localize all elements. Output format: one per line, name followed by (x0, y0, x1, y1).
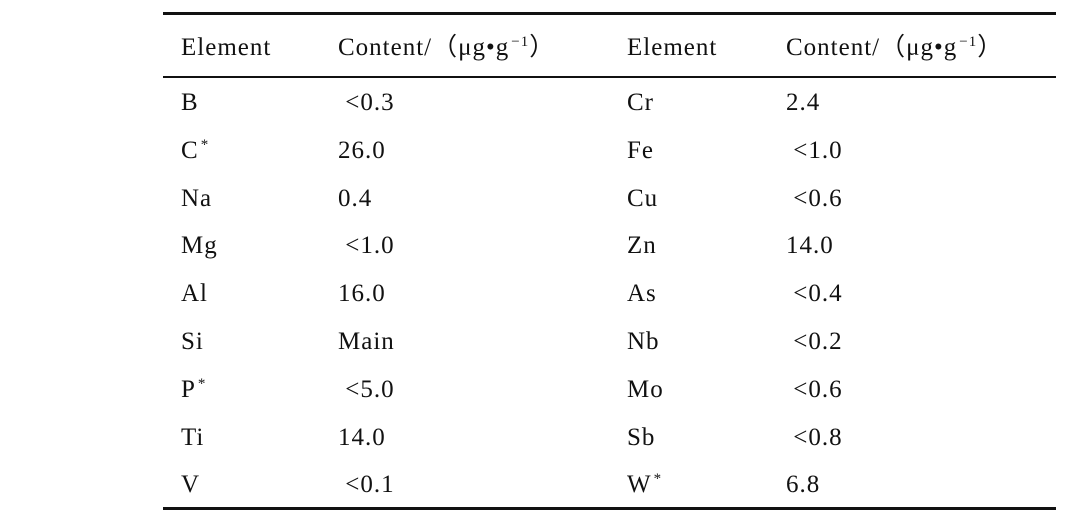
table-cell: Main (338, 328, 395, 355)
table-cell: Sb (627, 423, 656, 451)
top-rule (163, 12, 1056, 15)
header-cell: Element (181, 34, 272, 61)
table-cell: Cu (627, 184, 659, 212)
table-cell: C * (181, 136, 209, 166)
table-cell: Na (181, 184, 213, 212)
table-cell: As (627, 280, 657, 308)
table-cell: <0.6 (786, 184, 843, 212)
table-cell: V (181, 471, 201, 499)
table-cell: W * (627, 470, 662, 500)
table-cell: <0.8 (786, 423, 843, 451)
table-cell: P * (181, 375, 206, 405)
table-cell: <0.3 (338, 89, 395, 116)
table-cell: <0.2 (786, 328, 843, 355)
table-cell: Fe (627, 136, 654, 164)
table-cell: <1.0 (786, 136, 843, 164)
table-cell: 14.0 (338, 423, 386, 451)
table-cell: B (181, 89, 199, 116)
table-cell: <0.4 (786, 280, 843, 308)
table-cell: 2.4 (786, 89, 821, 116)
table-cell: 16.0 (338, 280, 386, 308)
header-cell-text: Content/（μg•g (786, 34, 958, 61)
table-cell: Mo (627, 375, 664, 403)
table-cell: 14.0 (786, 232, 834, 260)
table-cell: <0.6 (786, 375, 843, 403)
header-cell-after: ） (529, 34, 556, 61)
table-cell-sup: * (197, 375, 207, 392)
table-cell: Mg (181, 232, 218, 260)
table-cell: <1.0 (338, 232, 395, 260)
header-cell: Content/（μg•g −1） (338, 33, 555, 63)
table-cell: <5.0 (338, 375, 395, 403)
table-cell: 26.0 (338, 136, 386, 164)
table-cell-sup: * (653, 471, 663, 488)
table-cell: Ti (181, 423, 205, 451)
table-cell-text: C (181, 136, 199, 164)
table-cell-text: P (181, 375, 196, 403)
bottom-rule (163, 507, 1056, 510)
table-cell: 0.4 (338, 184, 373, 212)
header-cell-text: Content/（μg•g (338, 34, 510, 61)
table-cell-sup: * (200, 136, 210, 153)
table-cell: 6.8 (786, 471, 821, 499)
header-cell-sup: −1 (959, 34, 978, 50)
header-cell-after: ） (977, 34, 1004, 61)
header-rule (163, 76, 1056, 78)
table-cell: Al (181, 280, 208, 308)
table-cell-text: W (627, 471, 652, 499)
table-cell: Nb (627, 328, 660, 355)
header-cell: Element (627, 34, 718, 61)
table-cell: <0.1 (338, 471, 395, 499)
header-cell-sup: −1 (511, 34, 530, 50)
table-cell: Si (181, 328, 204, 355)
table-cell: Zn (627, 232, 657, 260)
header-cell: Content/（μg•g −1） (786, 33, 1003, 63)
table-cell: Cr (627, 89, 654, 116)
